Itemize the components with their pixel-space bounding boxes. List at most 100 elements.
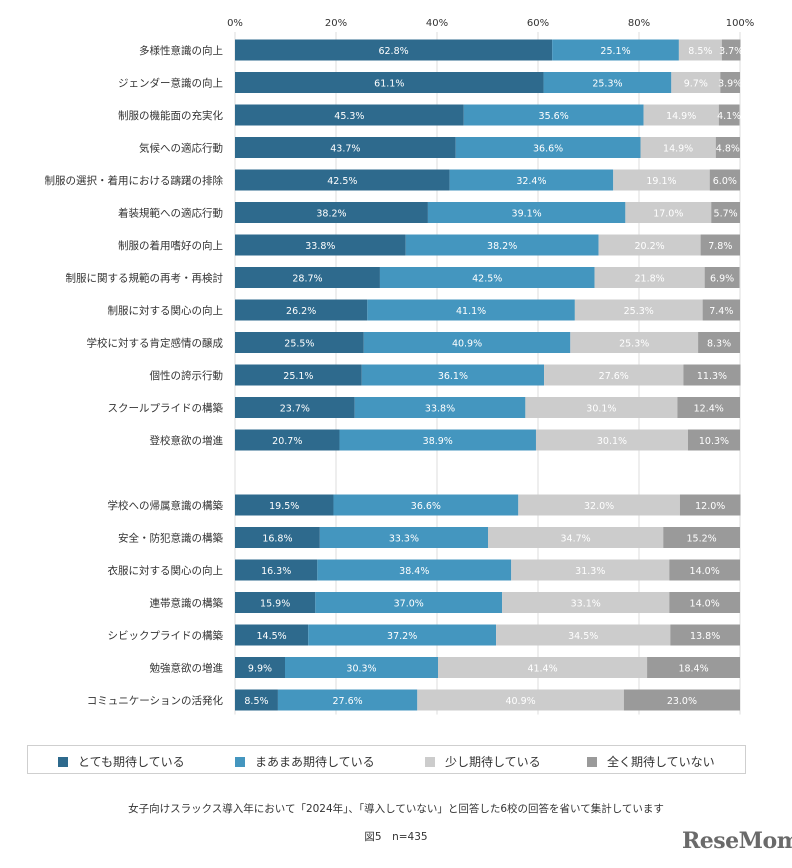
data-label: 35.6% — [539, 111, 569, 122]
data-label: 25.1% — [283, 371, 313, 382]
bar-segment — [543, 72, 672, 93]
bar-segment — [455, 137, 641, 158]
bar-segment — [709, 169, 740, 191]
data-label: 36.1% — [438, 371, 468, 382]
bar-segment — [488, 527, 664, 548]
bar-segment — [367, 299, 575, 321]
data-label: 42.5% — [472, 274, 502, 285]
bar-segment — [669, 559, 740, 581]
bar-segment — [235, 39, 553, 61]
data-label: 27.6% — [599, 371, 629, 382]
data-label: 40.9% — [452, 339, 482, 350]
bar-segment — [333, 494, 519, 516]
data-label: 14.9% — [663, 144, 693, 155]
bar-segment — [235, 364, 362, 386]
data-label: 61.1% — [374, 79, 404, 90]
bar-segment — [720, 72, 740, 93]
legend-label: まあまあ期待している — [255, 755, 375, 769]
data-label: 6.0% — [713, 176, 737, 187]
bar-segment — [361, 364, 545, 386]
category-label: 制服の機能面の充実化 — [118, 109, 223, 122]
x-tick-label: 100% — [726, 18, 755, 29]
bar-segment — [235, 169, 450, 191]
data-label: 34.5% — [568, 631, 598, 642]
bar-segment — [379, 267, 595, 288]
data-label: 7.8% — [708, 241, 732, 252]
data-label: 31.3% — [575, 566, 605, 577]
bar-segment — [721, 39, 741, 61]
bar-segment — [570, 332, 699, 353]
bar-segment — [235, 137, 456, 158]
bar-segment — [317, 559, 512, 581]
data-label: 23.0% — [667, 696, 697, 707]
legend-item-very: とても期待している — [58, 753, 185, 770]
data-label: 33.1% — [571, 599, 601, 610]
category-label: コミュニケーションの活発化 — [87, 694, 224, 707]
data-label: 11.3% — [697, 371, 727, 382]
x-tick-label: 20% — [325, 18, 347, 29]
data-label: 3.7% — [719, 46, 743, 57]
legend-item-somewhat: まあまあ期待している — [235, 753, 375, 770]
legend-item-little: 少し期待している — [425, 753, 541, 770]
data-label: 25.3% — [619, 339, 649, 350]
category-label: 学校に対する肯定感情の醸成 — [87, 337, 224, 350]
category-label: シビックプライドの構築 — [108, 629, 224, 642]
bar-segment — [354, 397, 526, 418]
bar-segment — [647, 657, 740, 678]
data-label: 8.5% — [244, 696, 268, 707]
bar-segment — [319, 527, 489, 548]
bar-segment — [518, 494, 680, 516]
data-label: 4.1% — [717, 111, 741, 122]
bar-segment — [711, 202, 740, 223]
bar-segment — [544, 364, 684, 386]
figure-label: 図5 n=435 — [364, 831, 428, 843]
data-label: 33.8% — [305, 241, 335, 252]
category-label: 多様性意識の向上 — [139, 44, 223, 57]
data-label: 30.1% — [597, 436, 627, 447]
data-label: 15.2% — [687, 534, 717, 545]
bar-segment — [535, 429, 688, 451]
data-label: 14.9% — [666, 111, 696, 122]
bar-segment — [427, 202, 626, 223]
data-label: 33.8% — [425, 404, 455, 415]
data-label: 25.3% — [592, 79, 622, 90]
data-label: 42.5% — [327, 176, 357, 187]
bar-segment — [235, 657, 285, 678]
category-label: 個性の誇示行動 — [150, 369, 224, 382]
bar-segment — [463, 104, 644, 126]
data-label: 15.9% — [260, 599, 290, 610]
bar-segment — [669, 592, 740, 613]
data-label: 25.3% — [624, 306, 654, 317]
data-label: 28.7% — [292, 274, 322, 285]
bar-segment — [235, 267, 380, 288]
data-label: 3.9% — [718, 79, 742, 90]
category-label: 連帯意識の構築 — [150, 597, 224, 610]
bar-segment — [235, 72, 544, 93]
category-label: 制服の着用嗜好の向上 — [118, 239, 223, 252]
x-tick-label: 40% — [426, 18, 448, 29]
data-label: 21.8% — [635, 274, 665, 285]
data-label: 20.7% — [272, 436, 302, 447]
bar-segment — [502, 592, 670, 613]
data-label: 30.1% — [586, 404, 616, 415]
category-label: 学校への帰属意識の構築 — [108, 499, 224, 512]
bar-segment — [683, 364, 741, 386]
legend-item-none: 全く期待していない — [587, 753, 715, 770]
legend-swatch — [235, 756, 245, 767]
bar-segment — [643, 104, 719, 126]
category-label: 勉強意欲の増進 — [150, 662, 224, 675]
data-label: 32.4% — [516, 176, 546, 187]
data-label: 43.7% — [330, 144, 360, 155]
data-label: 17.0% — [653, 209, 683, 220]
bar-segment — [235, 299, 368, 321]
bar-segment — [700, 234, 740, 256]
bar-segment — [702, 299, 740, 321]
bar-segment — [704, 267, 740, 288]
data-label: 5.7% — [714, 209, 738, 220]
data-label: 25.5% — [284, 339, 314, 350]
data-label: 14.5% — [257, 631, 287, 642]
bar-segment — [613, 169, 710, 191]
x-tick-label: 60% — [527, 18, 549, 29]
bar-segment — [363, 332, 571, 353]
bar-segment — [678, 39, 722, 61]
